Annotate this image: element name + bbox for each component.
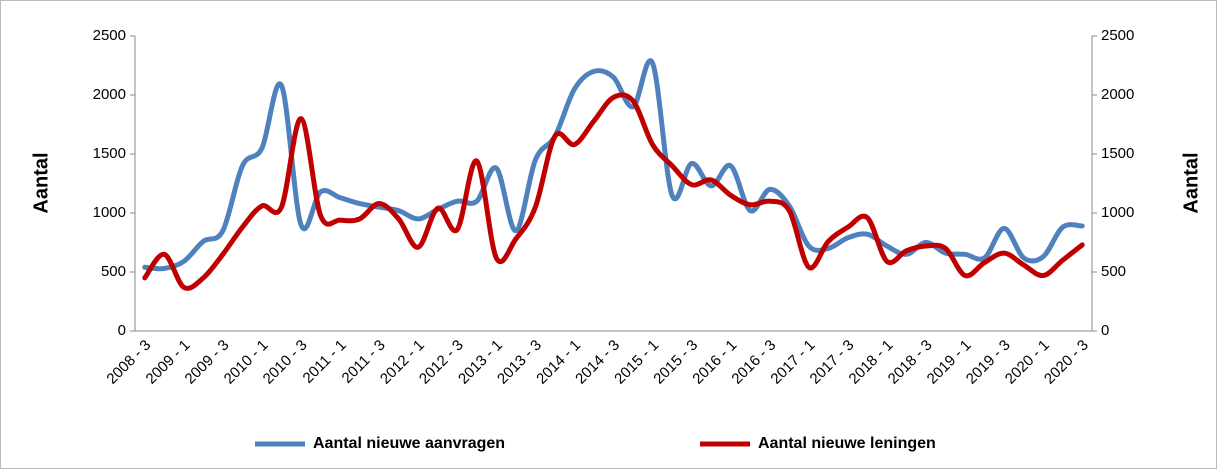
y-tick-label: 1500: [93, 145, 126, 162]
series-line: [142, 92, 1085, 291]
y2-tick-label: 1000: [1101, 204, 1134, 221]
y2-tick-label: 0: [1101, 322, 1109, 339]
y2-tick-label: 2000: [1101, 86, 1134, 103]
legend-label: Aantal nieuwe aanvragen: [313, 435, 505, 452]
y-axis-label: Aantal: [30, 152, 52, 213]
y2-tick-label: 1500: [1101, 145, 1134, 162]
y-tick-label: 500: [101, 263, 126, 280]
y-tick-label: 1000: [93, 204, 126, 221]
y2-tick-label: 500: [1101, 263, 1126, 280]
legend-label: Aantal nieuwe leningen: [758, 435, 936, 452]
y2-tick-label: 2500: [1101, 27, 1134, 44]
y-tick-label: 2500: [93, 27, 126, 44]
y-tick-label: 0: [118, 322, 126, 339]
series-line: [142, 58, 1085, 272]
y-tick-label: 2000: [93, 86, 126, 103]
y2-axis-label: Aantal: [1180, 152, 1202, 213]
